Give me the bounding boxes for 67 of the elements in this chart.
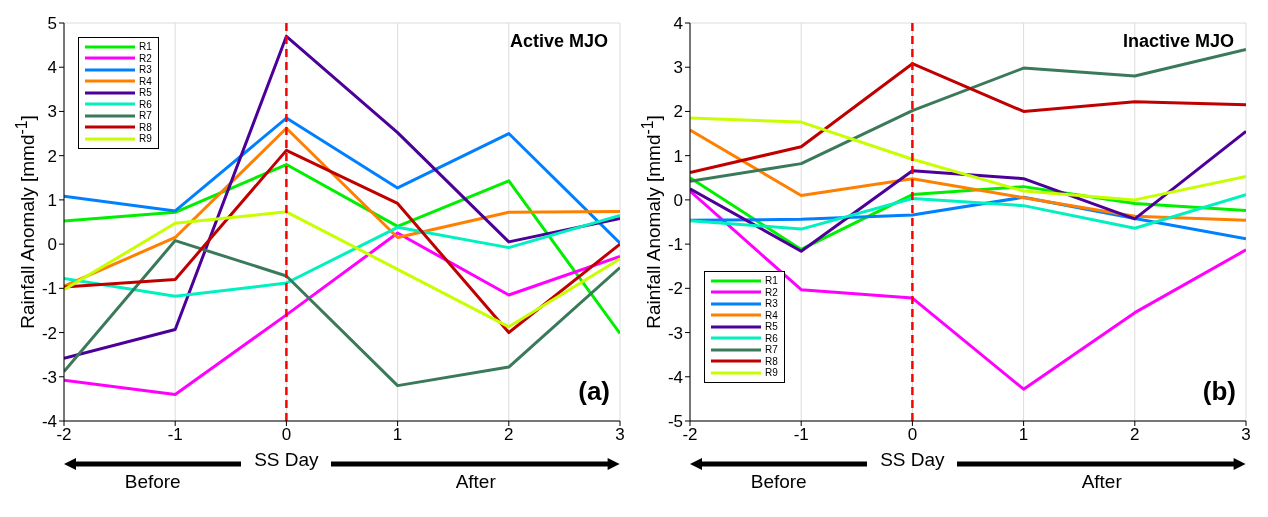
text: After bbox=[454, 471, 497, 493]
y-tick-label: -3 bbox=[667, 323, 683, 343]
legend-label: R3 bbox=[765, 298, 778, 310]
legend-label: R4 bbox=[765, 309, 778, 321]
y-tick-label: -1 bbox=[667, 235, 683, 255]
y-tick-label: -3 bbox=[41, 367, 57, 387]
y-tick-label: 2 bbox=[47, 146, 57, 166]
line-series bbox=[690, 193, 1246, 231]
line-series bbox=[64, 213, 620, 298]
x-tick-label: 3 bbox=[1241, 425, 1251, 445]
y-tick-label: -2 bbox=[41, 323, 57, 343]
legend-label: R6 bbox=[765, 332, 778, 344]
legend-label: R3 bbox=[139, 64, 152, 76]
x-axis-title: SS Day bbox=[879, 449, 946, 471]
legend-label: R9 bbox=[765, 367, 778, 379]
line-series bbox=[690, 62, 1246, 174]
legend-label: R7 bbox=[139, 110, 152, 122]
y-tick-label: 4 bbox=[673, 14, 683, 34]
y-tick-label: 0 bbox=[47, 235, 57, 255]
legend-label: R2 bbox=[765, 286, 778, 298]
text: After bbox=[1080, 471, 1123, 493]
annotation: (a) bbox=[578, 376, 610, 407]
x-tick-label: 2 bbox=[504, 425, 514, 445]
y-tick-label: -4 bbox=[667, 367, 683, 387]
y-tick-label: 1 bbox=[673, 146, 683, 166]
legend-label: R1 bbox=[765, 275, 778, 287]
text: Before bbox=[749, 471, 808, 493]
legend-label: R8 bbox=[139, 121, 152, 133]
y-tick-label: 0 bbox=[673, 190, 683, 210]
line-series bbox=[690, 48, 1246, 183]
y-tick-label: -5 bbox=[667, 412, 683, 432]
legend-label: R5 bbox=[139, 87, 152, 99]
line-series bbox=[64, 210, 620, 329]
y-tick-label: -1 bbox=[41, 279, 57, 299]
legend-label: R7 bbox=[765, 344, 778, 356]
y-tick-label: 3 bbox=[673, 58, 683, 78]
x-tick-label: 1 bbox=[392, 425, 403, 445]
x-tick-label: 0 bbox=[907, 425, 918, 445]
legend-label: R4 bbox=[139, 75, 152, 87]
legend-label: R1 bbox=[139, 41, 152, 53]
y-tick-label: 2 bbox=[673, 102, 683, 122]
x-tick-label: -1 bbox=[167, 425, 183, 445]
line-series bbox=[690, 128, 1246, 222]
x-tick-label: 0 bbox=[281, 425, 292, 445]
text: Inactive MJO bbox=[1122, 31, 1234, 52]
x-tick-label: -1 bbox=[793, 425, 809, 445]
text: Active MJO bbox=[509, 31, 608, 52]
y-tick-label: 5 bbox=[47, 14, 57, 34]
annotation: (b) bbox=[1202, 376, 1236, 407]
line-series bbox=[64, 34, 620, 360]
legend-label: R2 bbox=[139, 52, 152, 64]
y-tick-label: 1 bbox=[47, 190, 57, 210]
x-tick-label: 3 bbox=[615, 425, 625, 445]
line-series bbox=[690, 129, 1246, 253]
text: Before bbox=[123, 471, 182, 493]
x-axis-title: SS Day bbox=[253, 449, 320, 471]
legend-label: R5 bbox=[765, 321, 778, 333]
legend-label: R6 bbox=[139, 98, 152, 110]
y-tick-label: -4 bbox=[41, 412, 57, 432]
x-tick-label: 1 bbox=[1018, 425, 1029, 445]
y-tick-label: -2 bbox=[667, 279, 683, 299]
line-series bbox=[690, 116, 1246, 202]
legend-label: R8 bbox=[765, 355, 778, 367]
x-tick-label: 2 bbox=[1130, 425, 1140, 445]
y-tick-label: 3 bbox=[47, 102, 57, 122]
legend-label: R9 bbox=[139, 133, 152, 145]
y-tick-label: 4 bbox=[47, 58, 57, 78]
